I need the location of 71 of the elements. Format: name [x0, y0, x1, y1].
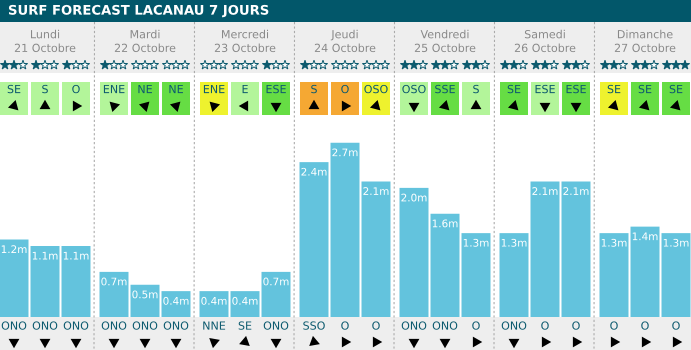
x-tick-label: ONO: [402, 321, 426, 330]
data-label: 2.7m: [332, 148, 358, 156]
data-label: 1.1m: [64, 252, 88, 260]
text: OSO: [364, 84, 388, 94]
data-label: 1.2m: [2, 245, 26, 254]
text: O: [341, 84, 349, 94]
x-tick-label: O: [372, 321, 380, 330]
x-tick-label: ONO: [432, 321, 458, 330]
data-label: 0.4m: [201, 296, 226, 305]
x-tick-label: O: [472, 321, 480, 330]
text: SE: [670, 84, 682, 94]
x-tick-label: O: [541, 321, 549, 330]
text: Mardi 22 Octobre: [114, 30, 176, 52]
data-label: 1.3m: [664, 238, 688, 247]
x-tick-label: ONO: [132, 321, 158, 330]
text: E: [242, 84, 248, 94]
data-label: 0.4m: [232, 296, 258, 305]
data-label: 0.7m: [263, 278, 288, 286]
x-tick-label: O: [572, 321, 580, 330]
x-tick-label: ONO: [164, 321, 188, 330]
x-tick-label: SE: [238, 321, 252, 330]
data-label: 2.1m: [363, 187, 388, 195]
x-tick-label: ONO: [502, 321, 526, 330]
data-label: 2.4m: [301, 168, 326, 176]
x-tick-label: O: [341, 321, 349, 330]
data-label: 1.3m: [464, 238, 488, 247]
text: SSE: [435, 84, 455, 94]
x-tick-label: ONO: [2, 321, 26, 330]
text: Mercredi 23 Octobre: [214, 30, 276, 52]
text: NE: [138, 84, 152, 94]
text: S: [311, 84, 317, 94]
text: Samedi 26 Octobre: [514, 30, 576, 52]
text: Jeudi 24 Octobre: [314, 30, 376, 52]
x-tick-label: O: [610, 321, 618, 330]
text: S: [42, 84, 48, 94]
data-label: 1.3m: [602, 238, 626, 247]
text: ESE: [566, 84, 586, 94]
text: SE: [8, 84, 20, 94]
x-tick-label: O: [641, 321, 649, 330]
x-tick-label: NNE: [203, 322, 226, 330]
text: SE: [608, 84, 620, 94]
text: ENE: [204, 84, 224, 94]
text: Lundi 21 Octobre: [14, 30, 76, 52]
data-label: 0.4m: [163, 296, 188, 305]
text: NE: [169, 84, 183, 94]
data-label: 2.0m: [401, 194, 426, 202]
text: SE: [508, 84, 520, 94]
data-label: 1.1m: [32, 252, 58, 260]
data-label: 1.6m: [432, 219, 458, 228]
text: OSO: [402, 84, 426, 94]
text: ENE: [104, 84, 124, 94]
text: SE: [638, 84, 652, 94]
text: S: [473, 84, 479, 94]
text: O: [72, 84, 80, 94]
data-label: 0.7m: [101, 278, 126, 286]
data-label: 2.1m: [532, 187, 558, 195]
text: ESE: [266, 84, 286, 94]
chart-title: SURF FORECAST LACANAU 7 JOURS: [8, 4, 268, 18]
x-tick-label: ONO: [32, 321, 58, 330]
x-tick-label: ONO: [64, 321, 88, 330]
text: Dimanche 27 Octobre: [614, 30, 676, 52]
data-label: 0.5m: [132, 290, 158, 298]
text: Vendredi 25 Octobre: [414, 30, 476, 52]
x-tick-label: ONO: [264, 321, 288, 330]
data-label: 2.1m: [563, 187, 588, 195]
x-tick-label: O: [672, 321, 680, 330]
x-tick-label: ONO: [102, 321, 126, 330]
text: ESE: [536, 84, 555, 94]
x-tick-label: SSO: [303, 321, 325, 330]
data-label: 1.3m: [502, 238, 526, 247]
data-label: 1.4m: [632, 232, 658, 240]
